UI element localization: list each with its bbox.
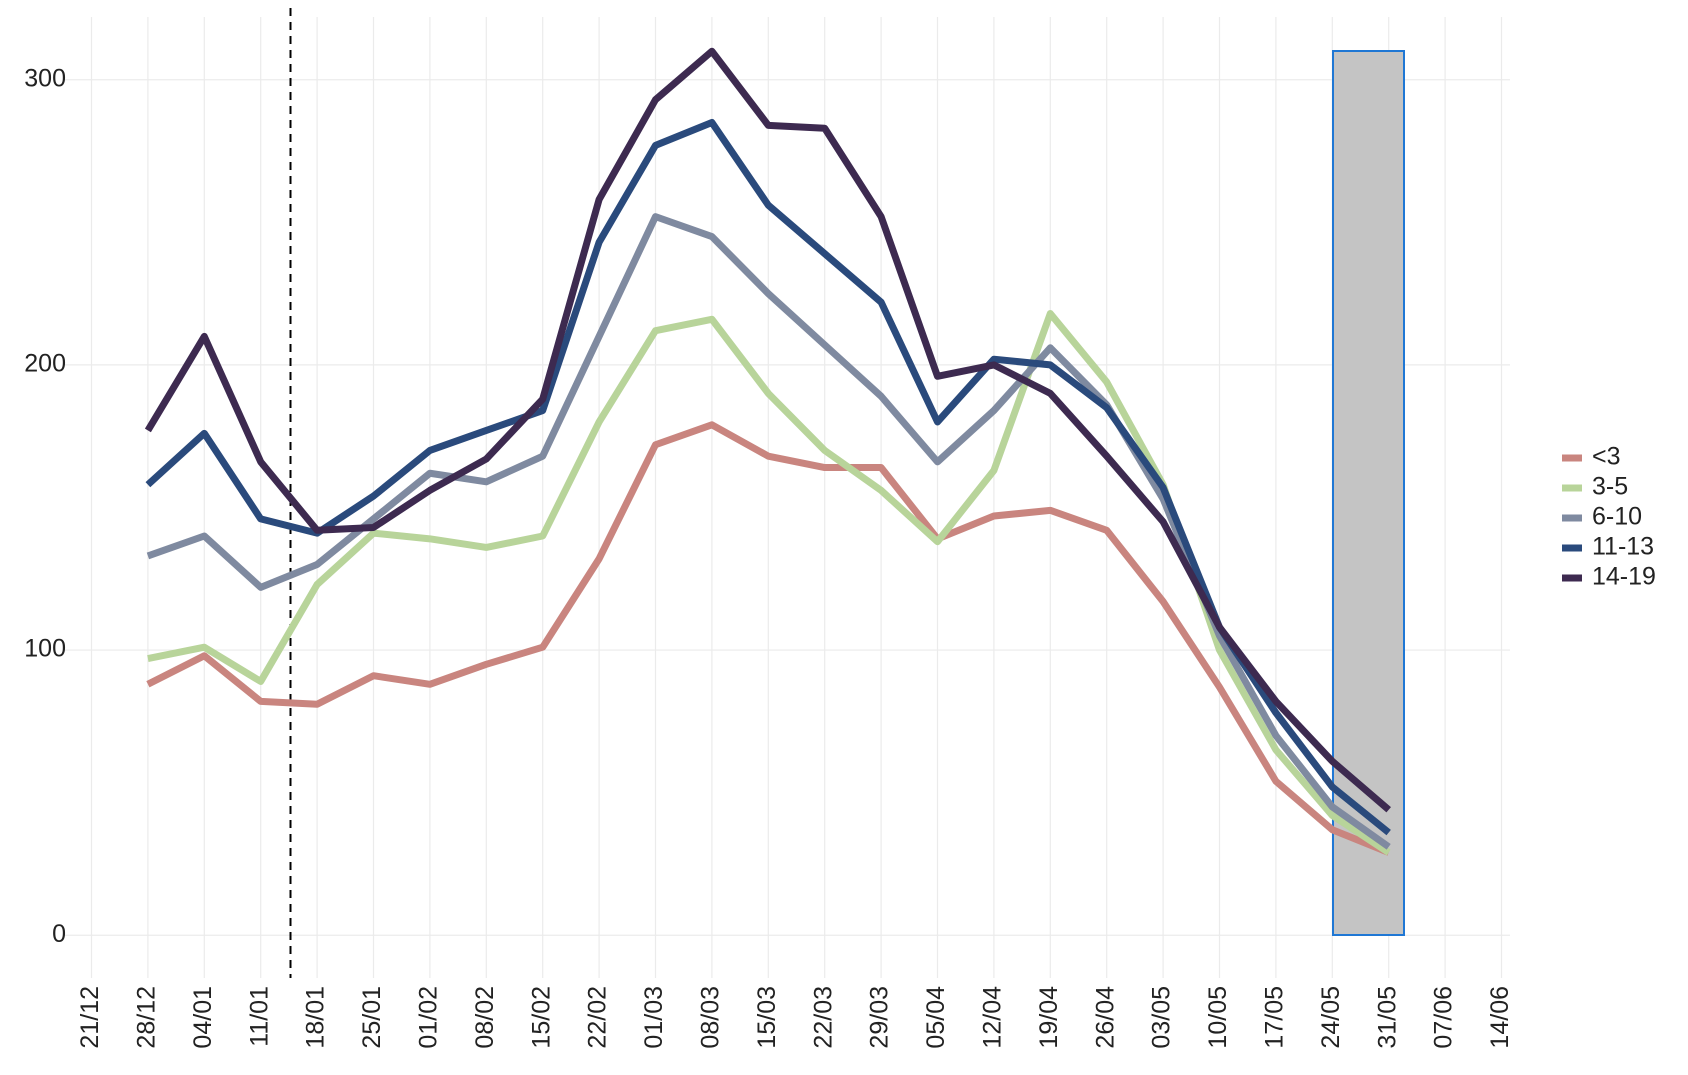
y-tick-label: 0 — [52, 920, 66, 948]
legend-label: <3 — [1592, 443, 1621, 471]
x-tick-label: 05/04 — [922, 986, 950, 1049]
legend-label: 3-5 — [1592, 473, 1628, 501]
x-tick-label: 15/02 — [527, 986, 555, 1049]
highlight-box — [1332, 50, 1405, 936]
series-line — [146, 213, 1391, 850]
series-line — [144, 47, 1391, 813]
x-tick-label: 01/03 — [640, 986, 668, 1049]
x-tick-label: 17/05 — [1261, 986, 1289, 1049]
x-tick-label: 26/04 — [1091, 986, 1119, 1049]
x-tick-label: 14/06 — [1486, 986, 1514, 1049]
x-tick-label: 25/01 — [358, 986, 386, 1049]
x-tick-label: 10/05 — [1204, 986, 1232, 1049]
x-tick-label: 29/03 — [866, 986, 894, 1049]
legend-label: 14-19 — [1592, 563, 1656, 591]
x-tick-label: 12/04 — [979, 986, 1007, 1049]
series-line — [145, 119, 1391, 836]
x-tick-label: 22/02 — [584, 986, 612, 1049]
x-tick-label: 24/05 — [1317, 986, 1345, 1049]
x-tick-label: 03/05 — [1148, 986, 1176, 1049]
legend-label: 11-13 — [1592, 533, 1654, 561]
x-tick-label: 15/03 — [753, 986, 781, 1049]
x-tick-label: 08/02 — [471, 986, 499, 1049]
x-tick-label: 18/01 — [302, 986, 330, 1049]
x-tick-label: 07/06 — [1430, 986, 1458, 1049]
x-tick-label: 04/01 — [189, 986, 217, 1049]
x-tick-label: 28/12 — [133, 986, 161, 1049]
x-tick-label: 01/02 — [415, 986, 443, 1049]
x-tick-label: 22/03 — [809, 986, 837, 1049]
y-tick-label: 200 — [24, 350, 66, 378]
x-tick-label: 11/01 — [245, 986, 273, 1047]
legend-label: 6-10 — [1592, 503, 1642, 531]
series-line — [146, 421, 1391, 856]
x-tick-label: 31/05 — [1373, 986, 1401, 1049]
x-tick-label: 21/12 — [76, 986, 104, 1049]
y-tick-label: 300 — [24, 64, 66, 92]
x-tick-label: 19/04 — [1035, 986, 1063, 1049]
x-tick-label: 08/03 — [697, 986, 725, 1049]
y-tick-label: 100 — [24, 635, 66, 663]
